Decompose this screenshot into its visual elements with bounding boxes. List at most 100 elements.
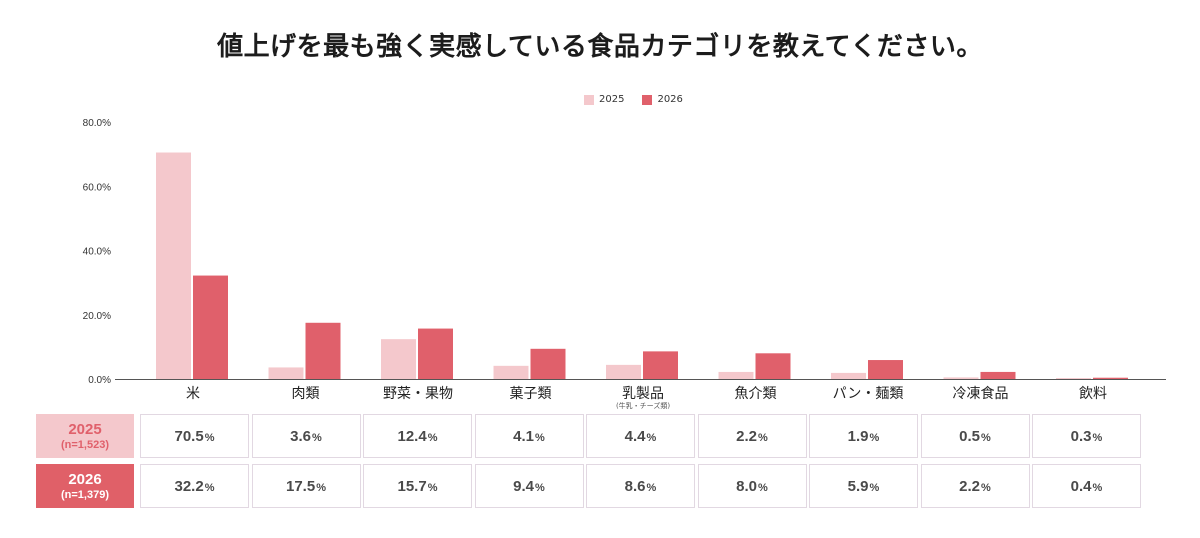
cell-unit: %: [646, 481, 657, 494]
cell-unit: %: [981, 481, 991, 494]
legend-swatch-2026: [642, 94, 653, 105]
bar-2025-6: [831, 372, 866, 379]
cell-unit: %: [1092, 431, 1103, 444]
y-tick-label: 60.0%: [83, 182, 111, 193]
cell-value: 5.9: [847, 477, 869, 495]
bar-2025-1: [268, 367, 304, 379]
x-category-label: 乳製品: [622, 386, 664, 402]
cell-value: 32.2: [174, 477, 204, 495]
y-tick-label: 0.0%: [88, 375, 111, 386]
table-cell: 2.2%: [920, 464, 1030, 508]
x-category-label: 菓子類: [510, 386, 552, 402]
bar-2026-4: [643, 351, 678, 379]
bar-2026-3: [530, 348, 566, 379]
row-year: 2026: [68, 470, 102, 488]
x-category-label: 肉類: [292, 386, 320, 402]
cell-value: 3.6: [290, 427, 312, 445]
bar-2026-8: [1093, 377, 1128, 379]
cell-value: 2.2: [736, 427, 758, 445]
bar-2025-0: [156, 152, 191, 379]
y-tick-label: 80.0%: [83, 118, 111, 129]
cell-value: 8.0: [736, 477, 758, 495]
cell-unit: %: [204, 431, 215, 444]
x-category-label: 魚介類: [735, 386, 777, 402]
cell-unit: %: [427, 481, 438, 494]
table-cell: 0.3%: [1032, 414, 1141, 458]
cell-unit: %: [646, 431, 657, 444]
cell-value: 70.5: [174, 427, 204, 445]
bar-2026-7: [980, 371, 1016, 379]
cell-value: 17.5: [286, 477, 316, 495]
table-cell: 12.4%: [363, 414, 472, 458]
table-cell: 5.9%: [809, 464, 918, 508]
row-year: 2025: [68, 420, 102, 438]
table-cell: 4.1%: [474, 414, 584, 458]
cell-value: 4.4: [624, 427, 646, 445]
legend-item-2025: 2025: [584, 94, 624, 105]
cell-value: 0.4: [1070, 477, 1092, 495]
chart-title: 値上げを最も強く実感している食品カテゴリを教えてください。: [217, 32, 983, 62]
table-cell: 32.2%: [140, 464, 249, 508]
table-cell: 17.5%: [251, 464, 361, 508]
table-cell: 9.4%: [474, 464, 584, 508]
cell-value: 2.2: [959, 477, 981, 495]
bar-2025-2: [381, 339, 416, 379]
cell-unit: %: [312, 431, 322, 444]
cell-unit: %: [427, 431, 438, 444]
legend-label-2025: 2025: [599, 94, 625, 105]
legend: 2025 2026: [584, 94, 683, 105]
cell-value: 15.7: [397, 477, 427, 495]
bar-2026-0: [193, 275, 228, 379]
cell-unit: %: [869, 481, 880, 494]
row-sample-size: (n=1,379): [61, 488, 109, 501]
bar-2026-1: [305, 322, 341, 379]
table-cell: 8.6%: [586, 464, 695, 508]
bar-2026-2: [418, 328, 453, 379]
x-category-label: 飲料: [1079, 386, 1107, 402]
cell-value: 0.3: [1070, 427, 1092, 445]
cell-unit: %: [204, 481, 215, 494]
table-cell: 0.4%: [1032, 464, 1141, 508]
cell-unit: %: [869, 431, 880, 444]
legend-label-2026: 2026: [657, 94, 683, 105]
bar-2025-8: [1056, 378, 1091, 379]
cell-unit: %: [535, 431, 545, 444]
row-sample-size: (n=1,523): [61, 438, 109, 451]
bar-2025-3: [493, 365, 529, 379]
cell-unit: %: [1092, 481, 1103, 494]
y-tick-label: 40.0%: [83, 247, 111, 258]
x-category-note: (牛乳・チーズ類): [616, 401, 670, 410]
table-cell: 4.4%: [586, 414, 695, 458]
cell-unit: %: [316, 481, 326, 494]
table-cell: 3.6%: [251, 414, 361, 458]
cell-unit: %: [981, 431, 991, 444]
x-category-label: 冷凍食品: [953, 385, 1009, 402]
table-cell: 2.2%: [697, 414, 807, 458]
x-category-label: 米: [186, 386, 200, 402]
bar-2025-7: [943, 377, 979, 379]
x-category-label: 野菜・果物: [383, 386, 453, 402]
table-cell: 1.9%: [809, 414, 918, 458]
x-category-label: パン・麺類: [833, 386, 904, 402]
table-cell: 0.5%: [920, 414, 1030, 458]
bar-2025-5: [718, 371, 754, 379]
cell-value: 0.5: [959, 427, 981, 445]
table-cell: 15.7%: [363, 464, 472, 508]
cell-value: 12.4: [397, 427, 427, 445]
bar-2026-5: [755, 353, 791, 379]
cell-value: 9.4: [513, 477, 535, 495]
cell-unit: %: [535, 481, 545, 494]
legend-swatch-2025: [584, 94, 594, 105]
chart-area: 0.0% 20.0% 40.0% 60.0% 80.0% 米 肉類 野菜・果物 菓子類 乳製品(牛…: [83, 118, 1166, 410]
y-tick-label: 20.0%: [83, 311, 111, 322]
cell-unit: %: [758, 431, 768, 444]
table-cell: 70.5%: [140, 414, 249, 458]
cell-value: 4.1: [513, 427, 535, 445]
cell-value: 1.9: [847, 427, 869, 445]
cell-unit: %: [758, 481, 768, 494]
legend-item-2026: 2026: [642, 94, 683, 105]
table-row-label-2025: 2025 (n=1,523): [36, 414, 134, 458]
table-row-label-2026: 2026 (n=1,379): [36, 464, 134, 508]
bar-2025-4: [606, 364, 641, 379]
table-cell: 8.0%: [697, 464, 807, 508]
